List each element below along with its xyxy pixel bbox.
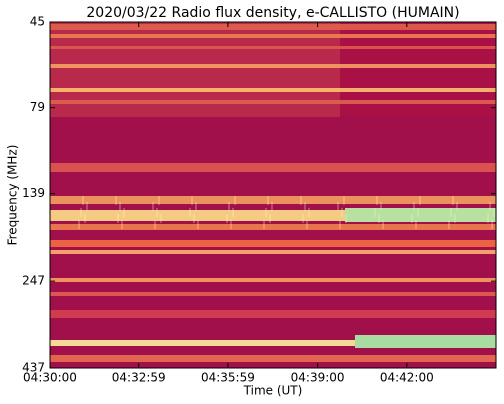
band xyxy=(50,224,496,230)
band xyxy=(345,208,496,222)
band xyxy=(355,335,496,348)
x-axis-label: Time (UT) xyxy=(243,384,303,398)
plot-frame xyxy=(49,21,497,369)
x-tick-label: 04:30:00 xyxy=(23,371,77,385)
x-tick-label: 04:42:00 xyxy=(380,371,434,385)
band xyxy=(50,24,496,30)
y-tick-label: 79 xyxy=(30,100,45,114)
spectrogram xyxy=(50,22,496,368)
y-tick-label: 437 xyxy=(22,361,45,375)
band xyxy=(50,64,496,68)
band xyxy=(50,210,496,221)
band xyxy=(50,34,496,38)
x-tick-label: 04:32:59 xyxy=(112,371,166,385)
band xyxy=(50,340,496,346)
y-tick-label: 45 xyxy=(30,15,45,29)
band xyxy=(50,310,496,318)
band xyxy=(50,250,496,254)
x-tick-label: 04:39:00 xyxy=(291,371,345,385)
chart-title: 2020/03/22 Radio flux density, e-CALLIST… xyxy=(86,5,459,21)
band xyxy=(50,46,496,49)
y-tick-label: 247 xyxy=(22,274,45,288)
y-axis-label: Frequency (MHz) xyxy=(6,145,20,246)
band xyxy=(50,163,496,172)
y-tick-label: 139 xyxy=(22,186,45,200)
band xyxy=(50,278,496,282)
band xyxy=(50,100,496,104)
band xyxy=(50,196,496,204)
band xyxy=(50,355,496,362)
band xyxy=(50,240,496,247)
x-tick-label: 04:35:59 xyxy=(201,371,255,385)
band xyxy=(50,88,496,92)
band xyxy=(50,292,496,296)
